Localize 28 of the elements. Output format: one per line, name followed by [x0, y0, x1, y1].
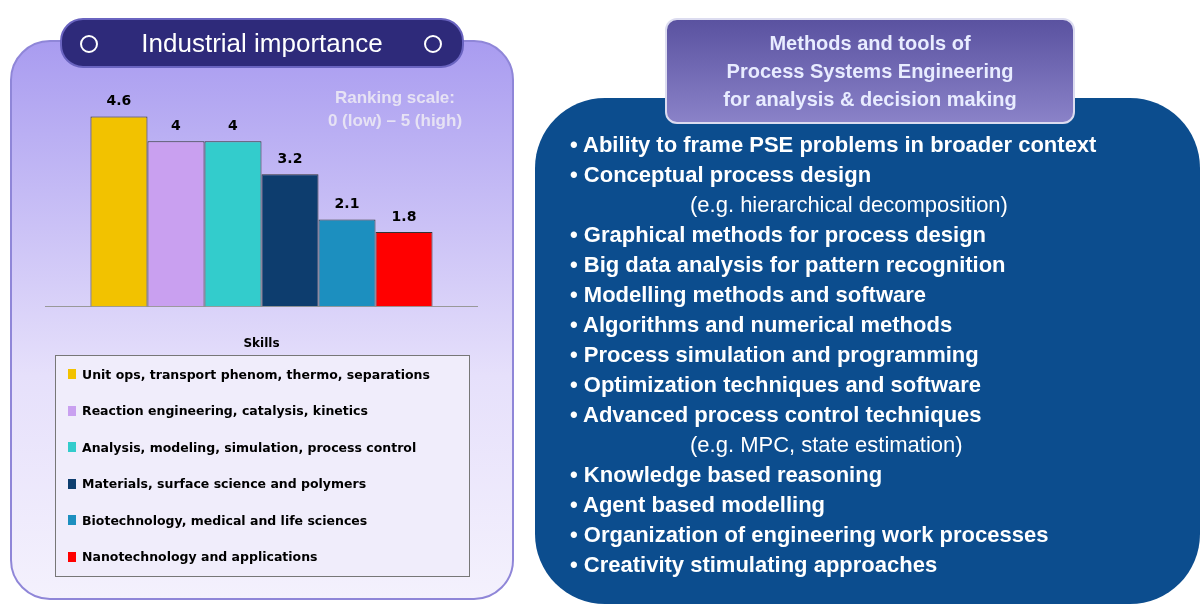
data-label: 4 [171, 116, 182, 133]
data-label: 4 [228, 116, 239, 133]
text: • Advanced process control techniques (e.g. MPC, state estimation) [570, 401, 983, 459]
text: • Organization of engineering work processes [570, 521, 1050, 549]
legend-label: Analysis, modeling, simulation, process control [82, 439, 417, 455]
chart-title: Industrial importance [60, 18, 464, 68]
legend-label: Materials, surface science and polymers [82, 476, 367, 492]
text: • Big data analysis for pattern recognition [570, 251, 1007, 279]
text: • Conceptual process design (e.g. hierarchical decomposition) [570, 161, 1009, 219]
data-label: 4.6 [106, 92, 132, 109]
legend-label: Nanotechnology and applications [82, 549, 318, 565]
legend-label: Unit ops, transport phenom, thermo, separations [82, 366, 430, 382]
data-label: 1.8 [391, 207, 417, 224]
text: • Knowledge based reasoning [570, 461, 884, 489]
text: • Ability to frame PSE problems in broader context [570, 131, 1097, 159]
text: • Agent based modelling [570, 491, 827, 519]
text: Methods and tools of Process Systems Engineering for analysis & decision making [665, 18, 1075, 124]
legend-label: Reaction engineering, catalysis, kinetics [82, 403, 368, 419]
text: • Process simulation and programming [570, 341, 980, 369]
legend-label: Biotechnology, medical and life sciences [82, 512, 368, 528]
data-label: 3.2 [277, 149, 303, 166]
text: • Algorithms and numerical methods [570, 311, 954, 339]
text: • Graphical methods for process design [570, 221, 988, 249]
x-axis-title: Skills [243, 335, 280, 350]
text: • Modelling methods and software [570, 281, 928, 309]
text: • Optimization techniques and software [570, 371, 983, 399]
data-label: 2.1 [334, 195, 360, 212]
text: • Creativity stimulating approaches [570, 551, 939, 579]
